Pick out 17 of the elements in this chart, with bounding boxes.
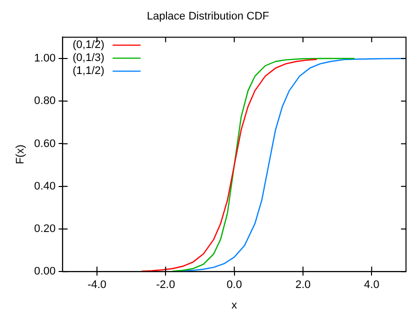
x-axis-title: x [232, 299, 238, 312]
legend-label: (0,1/2) [72, 39, 104, 52]
y-tick-label: 1.00 [34, 52, 56, 65]
legend-label: (0,1/3) [72, 52, 104, 64]
y-tick-label: 0.60 [34, 138, 56, 150]
x-tick-label: 2.0 [295, 279, 311, 292]
y-tick-label: 0.80 [34, 95, 56, 108]
chart-title: Laplace Distribution CDF [146, 10, 270, 23]
legend-label: (1,1/2) [72, 65, 104, 78]
y-tick-label: 0.20 [34, 223, 56, 236]
y-tick-label: 0.00 [34, 266, 56, 278]
y-tick-label: 0.40 [34, 180, 56, 192]
x-tick-label: -2.0 [156, 279, 176, 292]
x-tick-label: 0.0 [226, 279, 242, 292]
x-tick-label: -4.0 [87, 279, 106, 292]
x-tick-label: 4.0 [364, 279, 380, 292]
y-axis-title: F(x) [14, 144, 27, 164]
